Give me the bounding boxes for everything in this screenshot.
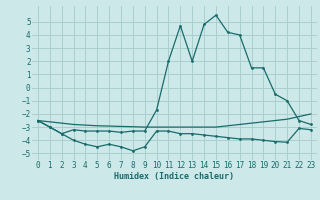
X-axis label: Humidex (Indice chaleur): Humidex (Indice chaleur) bbox=[115, 172, 234, 181]
